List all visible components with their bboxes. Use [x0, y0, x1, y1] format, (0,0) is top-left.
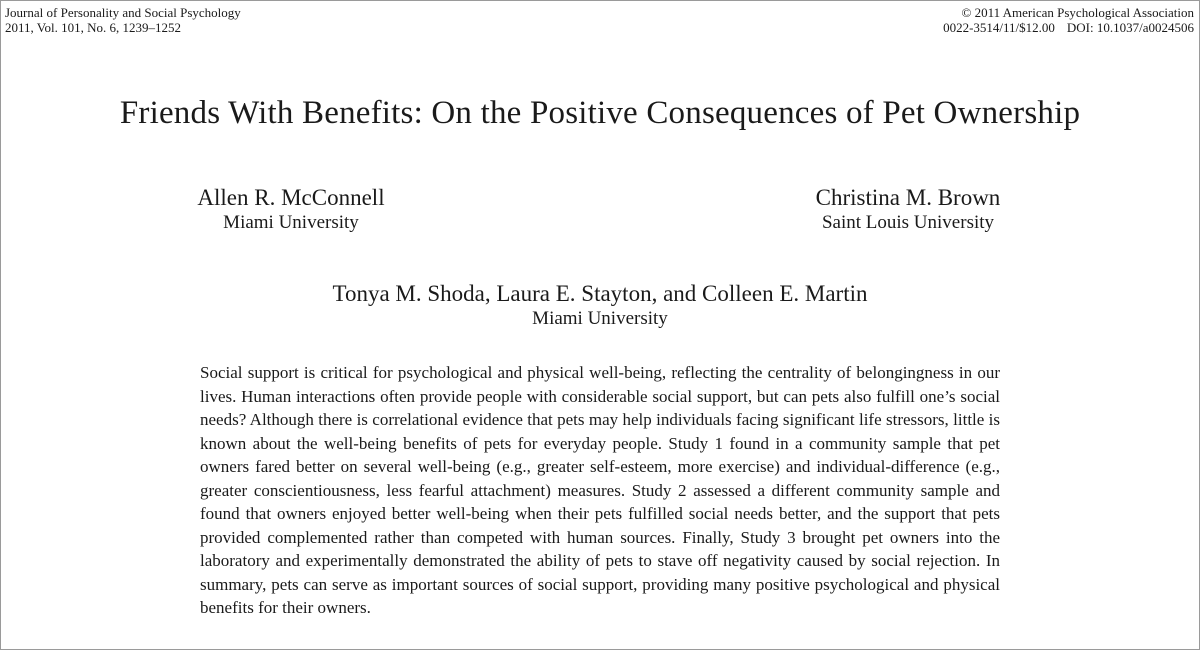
- author-affiliation: Miami University: [532, 308, 668, 329]
- author-name: Allen R. McConnell: [197, 185, 385, 210]
- journal-name: Journal of Personality and Social Psycho…: [5, 5, 241, 20]
- abstract: Social support is critical for psycholog…: [200, 363, 1000, 617]
- price-code: 0022-3514/11/$12.00: [943, 20, 1055, 35]
- author-affiliation: Miami University: [223, 212, 359, 233]
- author-name: Tonya M. Shoda, Laura E. Stayton, and Co…: [332, 281, 868, 306]
- doi: DOI: 10.1037/a0024506: [1066, 20, 1194, 35]
- journal-header: Journal of Personality and Social Psycho…: [5, 5, 241, 35]
- author-block-1: Allen R. McConnell Miami University: [161, 185, 421, 235]
- article-title: Friends With Benefits: On the Positive C…: [119, 95, 1081, 131]
- doi-row: 0022-3514/11/$12.00 DOI: 10.1037/a0024506: [943, 20, 1194, 35]
- author-name: Christina M. Brown: [815, 185, 1001, 210]
- author-block-2: Christina M. Brown Saint Louis Universit…: [778, 185, 1038, 235]
- author-affiliation: Saint Louis University: [821, 212, 995, 233]
- journal-citation: 2011, Vol. 101, No. 6, 1239–1252: [5, 20, 181, 35]
- publisher-header: © 2011 American Psychological Associatio…: [943, 5, 1194, 35]
- copyright-notice: © 2011 American Psychological Associatio…: [961, 5, 1194, 20]
- author-block-3: Tonya M. Shoda, Laura E. Stayton, and Co…: [250, 281, 950, 331]
